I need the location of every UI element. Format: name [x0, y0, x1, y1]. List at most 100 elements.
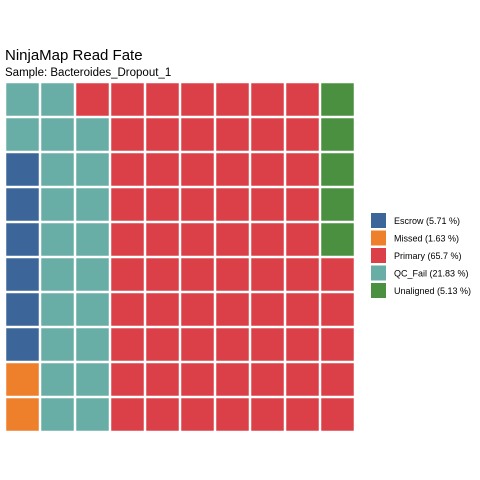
legend-key-missed [371, 230, 386, 246]
waffle-cell-primary [286, 258, 319, 291]
waffle-cell-primary [181, 293, 214, 326]
waffle-cell-primary [251, 223, 284, 256]
waffle-cell-primary [286, 328, 319, 361]
waffle-cell-qc-fail [41, 258, 74, 291]
waffle-cell-qc-fail [41, 223, 74, 256]
waffle-cell-primary [181, 258, 214, 291]
waffle-cell-primary [181, 223, 214, 256]
waffle-cell-primary [181, 83, 214, 116]
waffle-cell-primary [111, 398, 144, 431]
waffle-cell-primary [286, 153, 319, 186]
legend-key-unaligned [371, 283, 386, 298]
waffle-cell-primary [286, 363, 319, 396]
waffle-cell-primary [146, 398, 179, 431]
waffle-cell-primary [251, 188, 284, 221]
waffle-cell-primary [251, 328, 284, 361]
waffle-cell-primary [111, 328, 144, 361]
waffle-cell-primary [251, 293, 284, 326]
waffle-cell-qc-fail [41, 153, 74, 186]
legend-label-escrow: Escrow (5.71 %) [394, 216, 460, 226]
chart-subtitle: Sample: Bacteroides_Dropout_1 [5, 67, 171, 79]
waffle-cell-primary [111, 153, 144, 186]
waffle-cell-primary [216, 258, 249, 291]
waffle-cell-primary [321, 293, 354, 326]
waffle-cell-primary [181, 398, 214, 431]
waffle-cell-qc-fail [6, 118, 39, 151]
waffle-cell-qc-fail [76, 258, 109, 291]
waffle-cell-primary [286, 398, 319, 431]
waffle-cell-qc-fail [41, 398, 74, 431]
chart-title: NinjaMap Read Fate [5, 47, 143, 64]
waffle-cell-escrow [6, 328, 39, 361]
legend-label-missed: Missed (1.63 %) [394, 233, 459, 243]
waffle-cell-qc-fail [76, 188, 109, 221]
waffle-cell-primary [321, 398, 354, 431]
waffle-cell-escrow [6, 223, 39, 256]
waffle-cell-primary [216, 398, 249, 431]
waffle-cell-escrow [6, 293, 39, 326]
waffle-cell-qc-fail [76, 328, 109, 361]
waffle-cell-unaligned [321, 118, 354, 151]
waffle-cell-escrow [6, 258, 39, 291]
waffle-cell-primary [251, 83, 284, 116]
waffle-cell-primary [111, 258, 144, 291]
waffle-cell-qc-fail [41, 328, 74, 361]
waffle-cell-primary [181, 363, 214, 396]
waffle-cell-qc-fail [6, 83, 39, 116]
waffle-cell-primary [111, 188, 144, 221]
waffle-cell-primary [111, 223, 144, 256]
waffle-cell-primary [286, 118, 319, 151]
waffle-cell-primary [251, 258, 284, 291]
waffle-cell-primary [216, 188, 249, 221]
legend-label-unaligned: Unaligned (5.13 %) [394, 286, 471, 296]
waffle-cell-primary [146, 293, 179, 326]
legend-key-escrow [371, 213, 386, 228]
waffle-cell-unaligned [321, 83, 354, 116]
waffle-cell-primary [286, 188, 319, 221]
waffle-cell-primary [146, 328, 179, 361]
waffle-cell-primary [286, 223, 319, 256]
waffle-cell-qc-fail [76, 363, 109, 396]
waffle-cell-primary [181, 328, 214, 361]
legend-key-primary [371, 248, 386, 263]
waffle-cell-primary [216, 363, 249, 396]
waffle-cell-qc-fail [41, 83, 74, 116]
waffle-cell-primary [216, 118, 249, 151]
waffle-cell-primary [181, 188, 214, 221]
waffle-cell-primary [181, 118, 214, 151]
waffle-cell-primary [251, 118, 284, 151]
waffle-cell-primary [146, 118, 179, 151]
waffle-cell-primary [286, 293, 319, 326]
legend-key-qc-fail [371, 265, 386, 281]
waffle-cell-primary [181, 153, 214, 186]
waffle-cell-primary [76, 83, 109, 116]
waffle-cell-primary [286, 83, 319, 116]
waffle-cell-missed [6, 398, 39, 431]
waffle-cell-primary [321, 258, 354, 291]
waffle-cell-primary [146, 153, 179, 186]
waffle-cell-qc-fail [76, 118, 109, 151]
legend: Escrow (5.71 %) Missed (1.63 %) Primary (6… [371, 213, 471, 298]
waffle-cell-primary [146, 223, 179, 256]
waffle-cell-qc-fail [41, 363, 74, 396]
waffle-cell-qc-fail [76, 398, 109, 431]
waffle-cell-primary [216, 328, 249, 361]
waffle-cell-primary [251, 363, 284, 396]
waffle-cell-primary [216, 83, 249, 116]
waffle-cell-primary [111, 293, 144, 326]
legend-label-qc-fail: QC_Fail (21.83 %) [394, 268, 469, 278]
waffle-cell-primary [111, 83, 144, 116]
waffle-cell-primary [146, 363, 179, 396]
waffle-cell-qc-fail [76, 153, 109, 186]
waffle-grid [6, 83, 354, 431]
waffle-cell-qc-fail [76, 293, 109, 326]
waffle-cell-unaligned [321, 188, 354, 221]
waffle-cell-primary [216, 223, 249, 256]
waffle-cell-primary [251, 398, 284, 431]
waffle-cell-primary [146, 188, 179, 221]
waffle-cell-qc-fail [41, 118, 74, 151]
waffle-cell-qc-fail [76, 223, 109, 256]
legend-label-primary: Primary (65.7 %) [394, 251, 462, 261]
waffle-cell-primary [321, 328, 354, 361]
